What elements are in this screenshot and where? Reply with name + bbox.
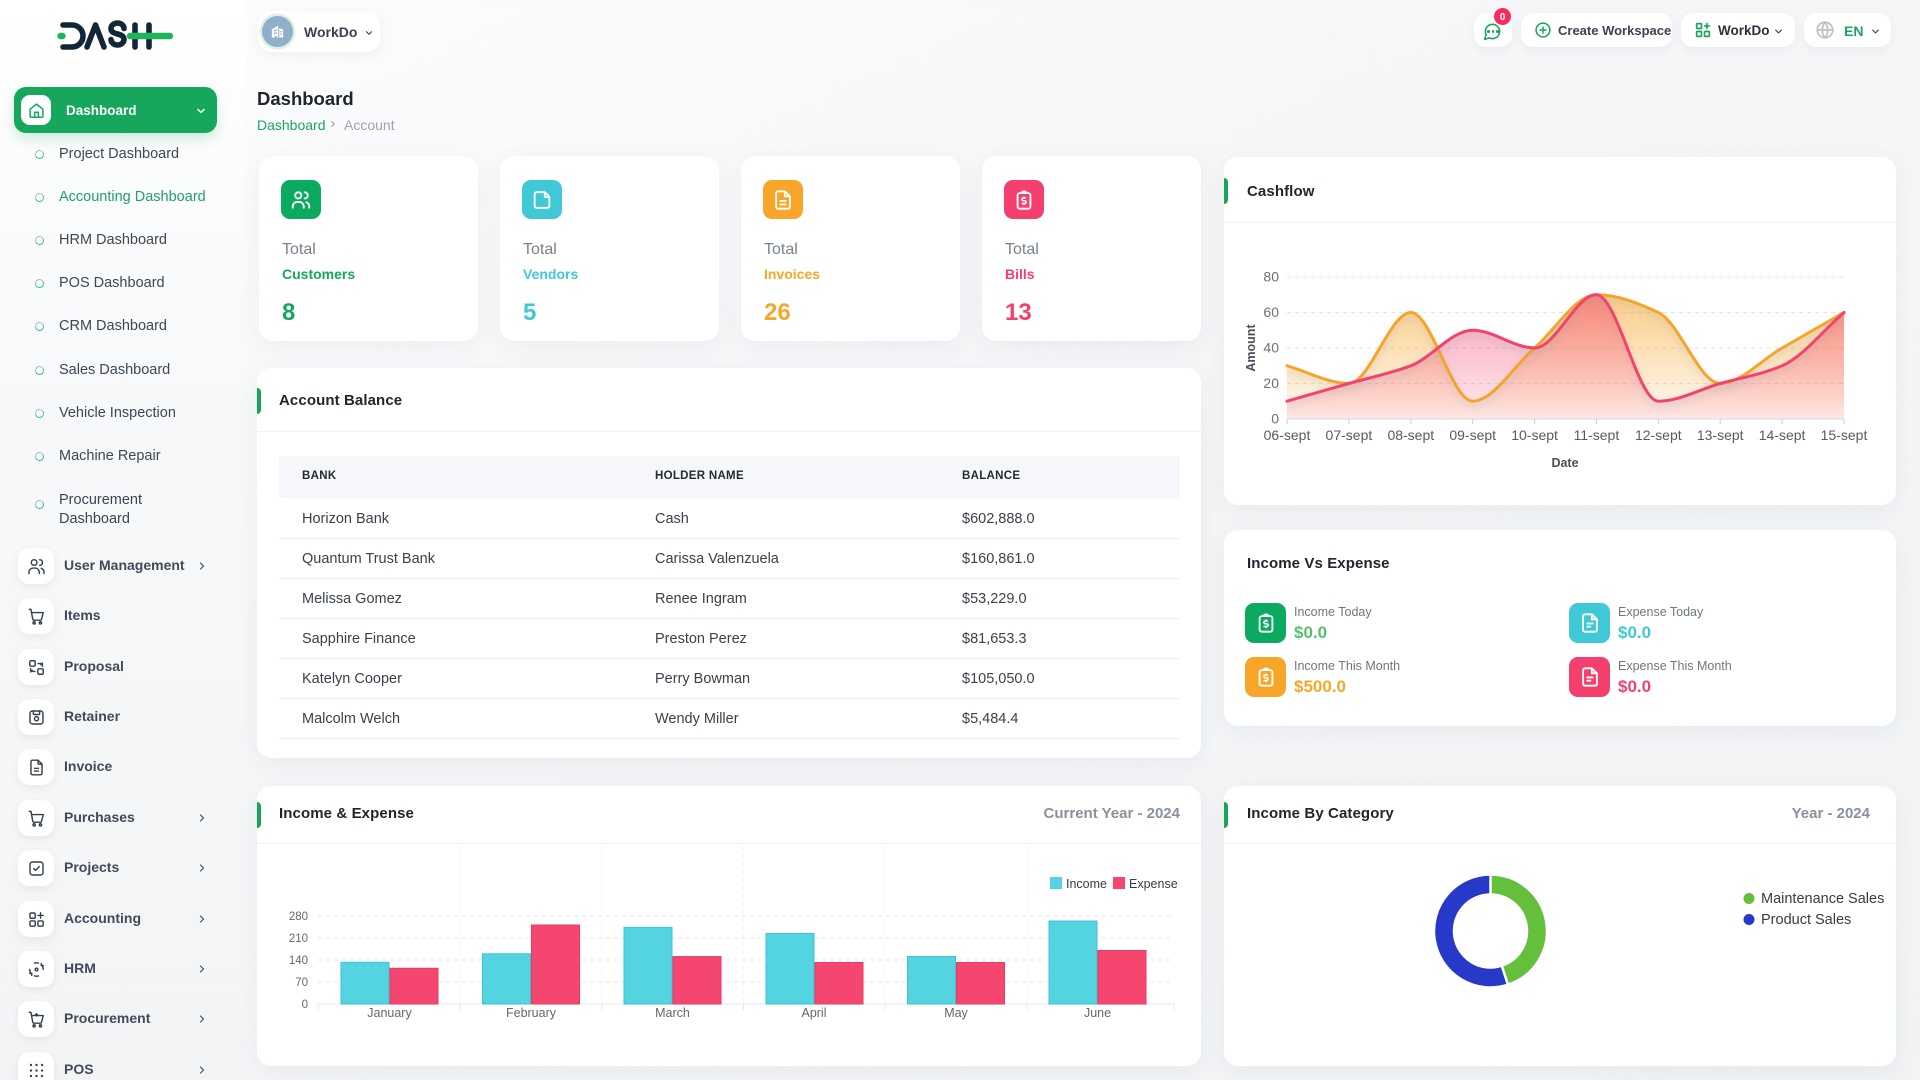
svg-text:June: June bbox=[1084, 1006, 1111, 1020]
svg-text:Maintenance Sales: Maintenance Sales bbox=[1761, 891, 1884, 907]
svg-text:Income: Income bbox=[1066, 877, 1107, 891]
svg-text:Amount: Amount bbox=[1244, 324, 1258, 372]
svg-text:10-sept: 10-sept bbox=[1511, 427, 1558, 443]
svg-text:January: January bbox=[367, 1006, 412, 1020]
svg-text:March: March bbox=[655, 1006, 690, 1020]
svg-text:20: 20 bbox=[1263, 375, 1279, 391]
svg-text:0: 0 bbox=[302, 999, 308, 1011]
svg-text:08-sept: 08-sept bbox=[1387, 427, 1434, 443]
svg-text:140: 140 bbox=[289, 955, 308, 967]
svg-text:11-sept: 11-sept bbox=[1574, 427, 1620, 443]
svg-text:06-sept: 06-sept bbox=[1264, 427, 1311, 443]
svg-text:09-sept: 09-sept bbox=[1449, 427, 1496, 443]
svg-text:0: 0 bbox=[1271, 411, 1279, 427]
svg-text:14-sept: 14-sept bbox=[1759, 427, 1806, 443]
svg-text:Expense: Expense bbox=[1129, 877, 1178, 891]
svg-text:280: 280 bbox=[289, 911, 308, 923]
svg-text:07-sept: 07-sept bbox=[1326, 427, 1373, 443]
svg-text:February: February bbox=[506, 1006, 557, 1020]
svg-text:40: 40 bbox=[1263, 340, 1279, 356]
svg-text:70: 70 bbox=[295, 977, 308, 989]
svg-text:60: 60 bbox=[1263, 304, 1279, 320]
svg-text:Product Sales: Product Sales bbox=[1761, 912, 1851, 928]
svg-text:80: 80 bbox=[1263, 269, 1279, 285]
svg-text:May: May bbox=[944, 1006, 968, 1020]
svg-text:Date: Date bbox=[1551, 456, 1578, 470]
svg-text:13-sept: 13-sept bbox=[1697, 427, 1744, 443]
svg-text:12-sept: 12-sept bbox=[1635, 427, 1682, 443]
svg-text:April: April bbox=[801, 1006, 826, 1020]
svg-text:15-sept: 15-sept bbox=[1821, 427, 1868, 443]
svg-text:210: 210 bbox=[289, 933, 308, 945]
